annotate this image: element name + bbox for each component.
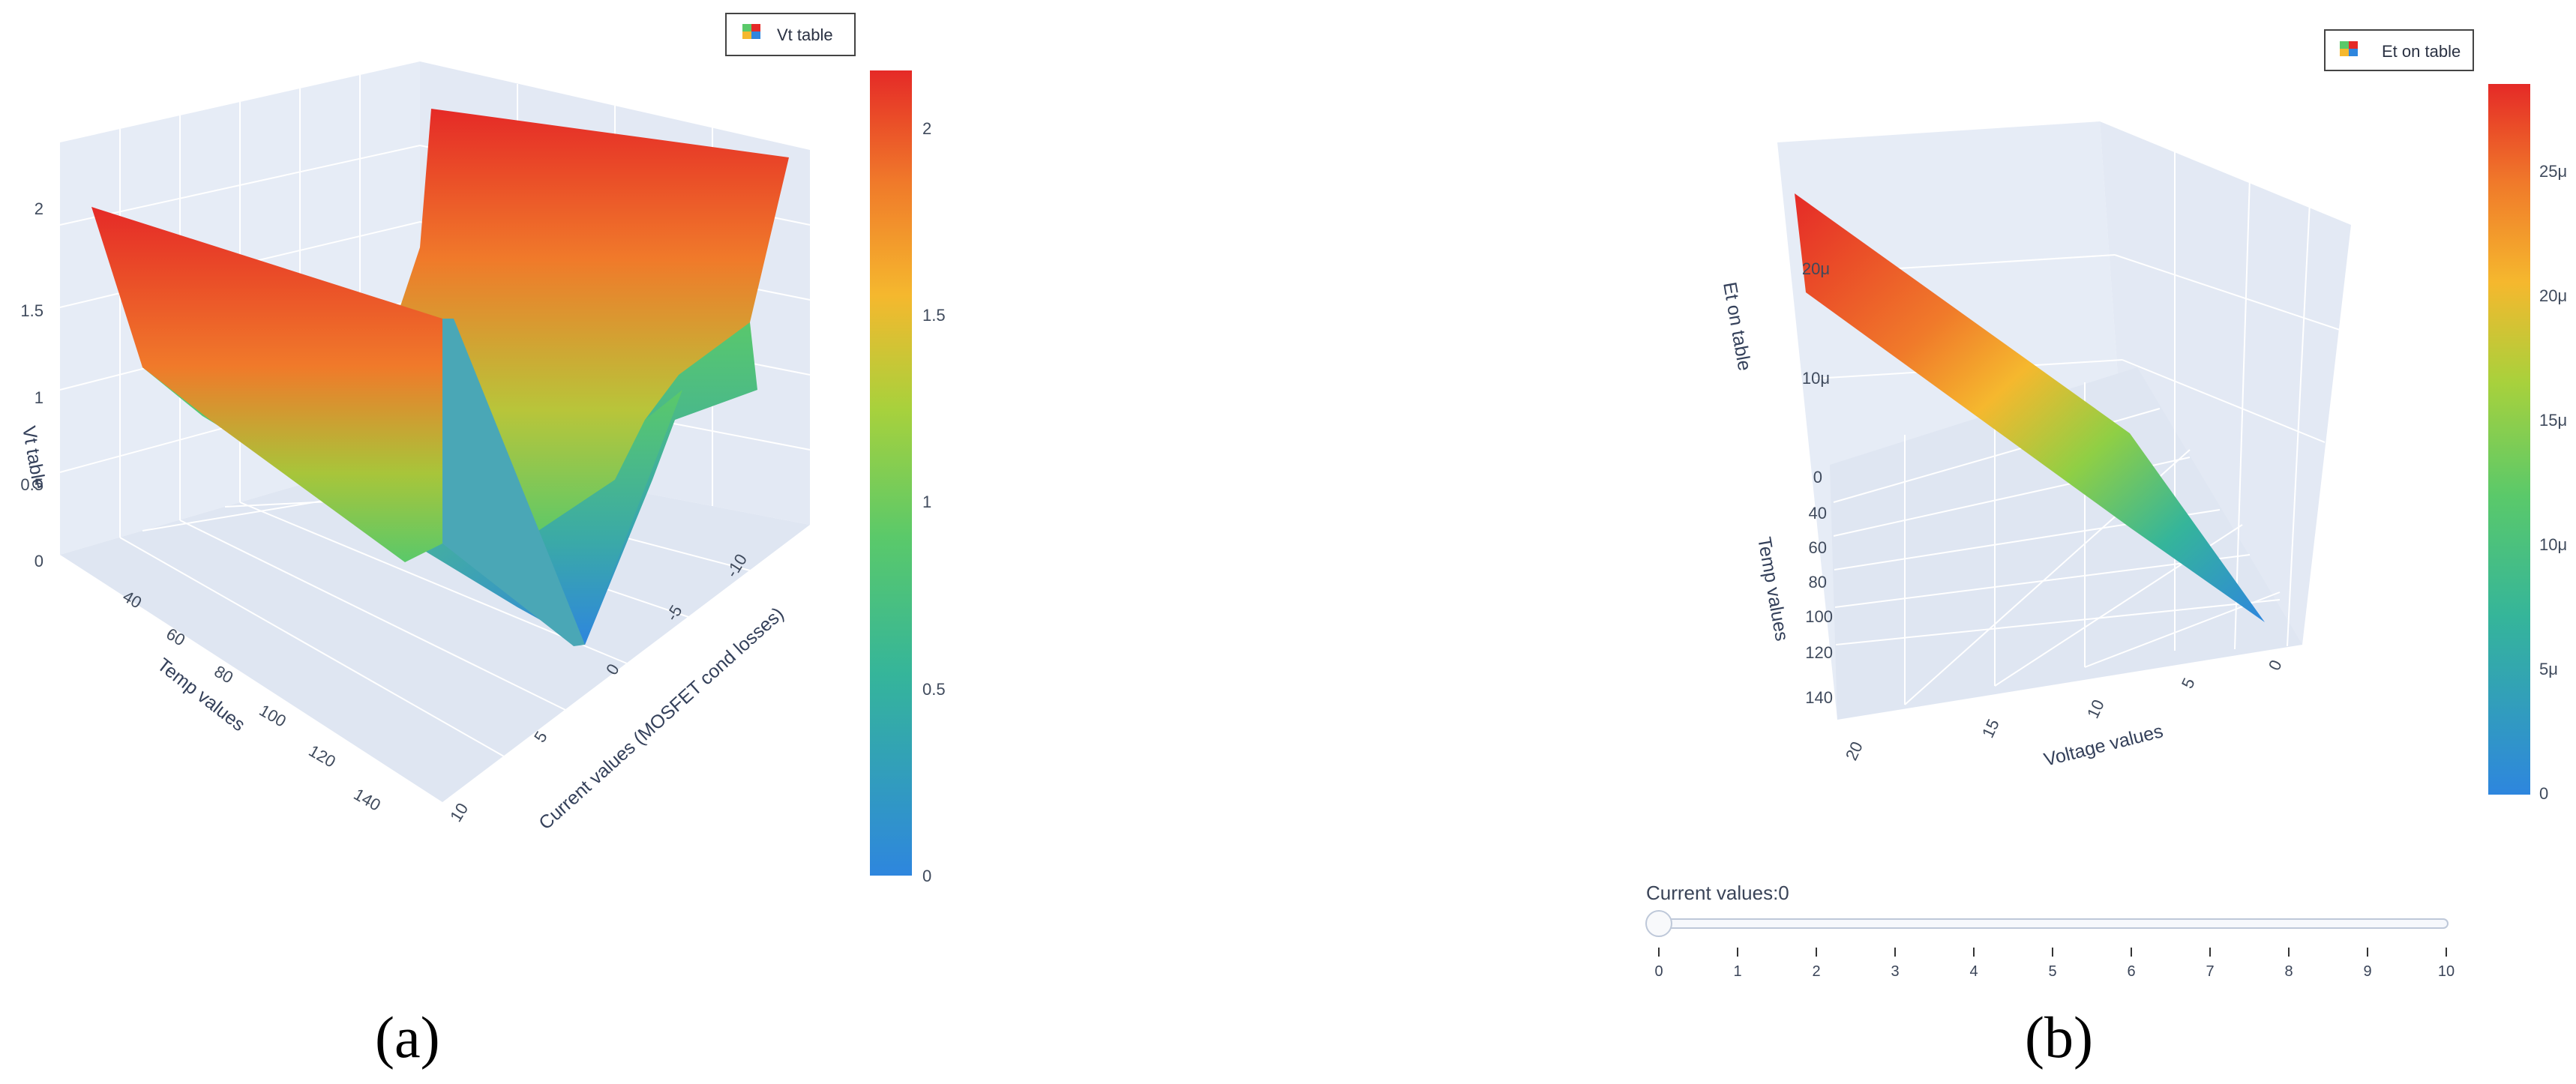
chart-b-colorbar-tick: 0 xyxy=(2539,784,2548,803)
chart-a-z-tick: 0 xyxy=(34,552,43,570)
chart-b-colorbar: 0 5μ 10μ 15μ 20μ 25μ xyxy=(2488,84,2567,803)
chart-b-colorbar-tick: 25μ xyxy=(2539,162,2567,181)
chart-a-z-tick: 1 xyxy=(34,388,43,407)
chart-b-colorbar-tick: 15μ xyxy=(2539,411,2567,430)
chart-b-y-tick: 5 xyxy=(2178,675,2199,691)
current-slider-tick: 1 xyxy=(1733,963,1741,980)
chart-b-y-tick: 0 xyxy=(2265,657,2286,673)
surface-trace-icon xyxy=(2340,41,2358,56)
current-slider-tick: 6 xyxy=(2127,963,2135,980)
chart-a-surface-wall-front-edge xyxy=(442,319,585,646)
chart-b-x-ticks: 40 60 80 100 120 140 xyxy=(1805,504,1833,707)
chart-a-colorbar-tick: 0.5 xyxy=(922,680,946,699)
chart-a-y-tick: 5 xyxy=(530,728,551,746)
chart-a: 0 0.5 1 1.5 2 Vt table 40 60 80 100 120 … xyxy=(18,13,946,1070)
current-slider-tick: 3 xyxy=(1891,963,1899,980)
current-slider-tick: 2 xyxy=(1812,963,1820,980)
current-slider-tick: 10 xyxy=(2438,963,2455,980)
chart-a-colorbar-tick: 2 xyxy=(922,119,931,138)
chart-a-surface xyxy=(91,109,789,646)
chart-b-x-axis-title: Temp values xyxy=(1753,535,1792,642)
current-slider[interactable]: Current values:0 0 1 2 3 4 5 xyxy=(1645,882,2455,980)
current-slider-ticks: 0 1 2 3 4 5 6 7 8 9 10 xyxy=(1654,948,2455,980)
chart-b-x-tick: 40 xyxy=(1809,504,1827,523)
chart-a-x-tick: 120 xyxy=(306,741,339,771)
chart-b-colorbar-tick: 10μ xyxy=(2539,535,2567,554)
current-slider-handle[interactable] xyxy=(1645,910,1672,937)
chart-a-colorbar-tick: 1.5 xyxy=(922,306,946,325)
chart-a-z-tick: 1.5 xyxy=(20,301,43,320)
chart-b-y-tick: 15 xyxy=(1978,716,2003,741)
chart-a-y-tick: 10 xyxy=(446,800,472,825)
chart-b-z-tick: 20μ xyxy=(1802,259,1830,278)
chart-b-colorbar-tick: 5μ xyxy=(2539,660,2558,678)
chart-b-z-tick: 10μ xyxy=(1802,369,1830,388)
chart-b-x-tick: 100 xyxy=(1805,607,1833,626)
chart-b-legend[interactable]: Et on table xyxy=(2324,29,2474,71)
chart-b-y-axis-title: Voltage values xyxy=(2042,720,2166,771)
chart-a-z-tick: 0.5 xyxy=(20,475,43,494)
chart-b-surface xyxy=(1795,193,2265,622)
chart-b-y-tick: 10 xyxy=(2083,696,2108,721)
chart-a-z-tick: 2 xyxy=(34,199,43,218)
current-slider-tick: 0 xyxy=(1654,963,1663,980)
chart-b-z-ticks: 0 10μ 20μ xyxy=(1802,259,1830,487)
chart-a-z-ticks: 0 0.5 1 1.5 2 xyxy=(20,199,43,570)
surface-trace-icon xyxy=(742,24,760,39)
chart-b-z-tick: 0 xyxy=(1813,468,1822,487)
chart-a-panel-label: (a) xyxy=(375,1005,440,1070)
current-slider-tick: 4 xyxy=(1969,963,1978,980)
chart-a-colorbar-tick: 1 xyxy=(922,493,931,511)
chart-b: 0 10μ 20μ Et on table 40 60 80 100 120 1… xyxy=(1645,29,2567,1070)
chart-b-z-axis-title: Et on table xyxy=(1719,280,1755,373)
chart-b-y-tick: 20 xyxy=(1842,738,1867,763)
chart-b-x-tick: 120 xyxy=(1805,643,1833,662)
chart-b-legend-label: Et on table xyxy=(2382,42,2461,61)
chart-a-legend-label: Vt table xyxy=(777,25,833,44)
chart-a-x-tick: 100 xyxy=(256,701,289,731)
chart-a-colorbar-tick: 0 xyxy=(922,867,931,885)
chart-a-x-tick: 140 xyxy=(351,785,384,815)
chart-b-x-tick: 140 xyxy=(1805,688,1833,707)
chart-a-legend[interactable]: Vt table xyxy=(725,13,856,56)
chart-b-x-tick: 80 xyxy=(1809,573,1827,591)
chart-a-surface-wall-front xyxy=(91,207,442,562)
chart-a-colorbar: 0 0.5 1 1.5 2 xyxy=(870,70,946,885)
chart-b-panel-label: (b) xyxy=(2025,1005,2093,1070)
current-slider-tick: 9 xyxy=(2363,963,2371,980)
chart-b-colorbar-tick: 20μ xyxy=(2539,286,2567,305)
chart-b-x-tick: 60 xyxy=(1809,538,1827,557)
chart-a-surface-valley-blue xyxy=(454,390,682,645)
current-slider-tick: 8 xyxy=(2284,963,2293,980)
current-slider-tick: 7 xyxy=(2206,963,2214,980)
current-slider-label: Current values:0 xyxy=(1646,882,1789,904)
current-slider-track[interactable] xyxy=(1657,918,2449,929)
current-slider-tick: 5 xyxy=(2048,963,2056,980)
